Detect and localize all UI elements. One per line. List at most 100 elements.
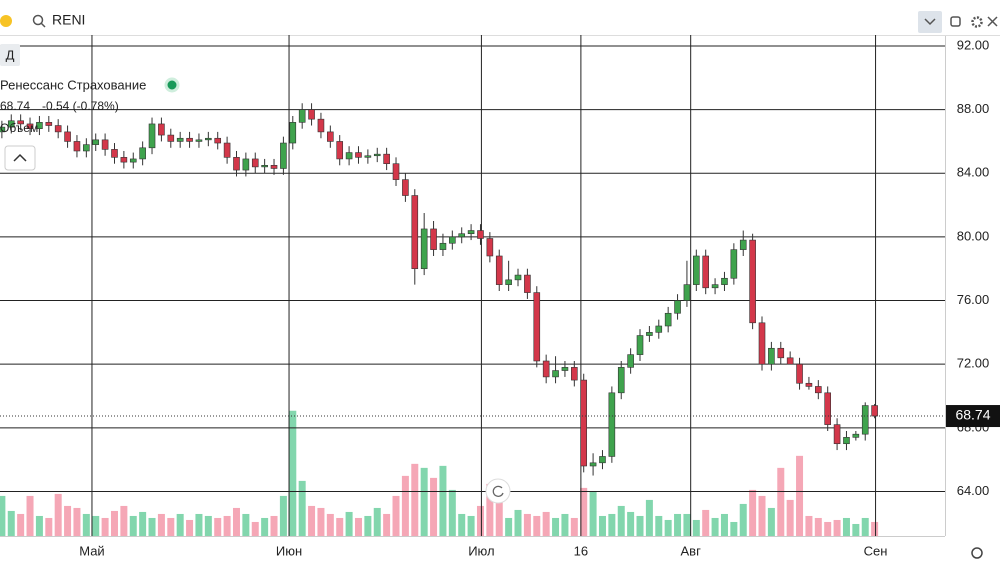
volume-bar [130, 516, 137, 536]
volume-bar [139, 512, 146, 536]
volume-bar [740, 504, 747, 536]
candle-body [111, 149, 117, 157]
candle-body [590, 463, 596, 466]
volume-bar [871, 522, 878, 536]
candle-body [280, 143, 286, 168]
candle-body [140, 148, 146, 159]
volume-bar [355, 518, 362, 536]
candle-body [177, 138, 183, 141]
reset-button[interactable] [486, 479, 510, 503]
volume-bar [158, 514, 165, 536]
volume-bar [224, 516, 231, 536]
candle-body [384, 154, 390, 164]
candle-body [55, 126, 61, 132]
candle-body [534, 293, 540, 361]
settings-bottom-icon[interactable] [972, 548, 982, 558]
volume-bar [102, 518, 109, 536]
volume-bar [393, 496, 400, 536]
volume-bar [458, 514, 465, 536]
interval-label[interactable]: Д [6, 47, 15, 62]
instrument-name: Ренессанс Страхование [0, 77, 146, 92]
candle-body [853, 434, 859, 437]
candle-body [778, 348, 784, 358]
candle-body [158, 124, 164, 135]
candle-body [524, 275, 530, 293]
volume-bar [862, 518, 869, 536]
volume-bar [336, 518, 343, 536]
volume-bar [477, 506, 484, 536]
candle-body [327, 132, 333, 142]
volume-bar [280, 496, 287, 536]
volume-bar [505, 518, 512, 536]
candle-body [684, 285, 690, 301]
candle-body [355, 153, 361, 158]
volume-bar [449, 490, 456, 536]
volume-bar [721, 514, 728, 536]
collapse-button[interactable] [5, 146, 35, 170]
candle-body [487, 238, 493, 256]
candle-body [215, 138, 221, 143]
candle-body [693, 256, 699, 285]
candle-body [74, 141, 80, 151]
legend-price: 68.74 [0, 99, 30, 113]
volume-bar [252, 522, 259, 536]
candle-body [834, 425, 840, 444]
candle-body [365, 156, 371, 158]
volume-bar [233, 508, 240, 536]
x-tick-label: Май [79, 543, 104, 558]
volume-bar [468, 516, 475, 536]
volume-bar [383, 514, 390, 536]
volume-bar [195, 514, 202, 536]
volume-bar [27, 496, 34, 536]
volume-bar [17, 514, 24, 536]
candle-body [262, 165, 268, 167]
volume-bar [843, 518, 850, 536]
candle-body [815, 386, 821, 392]
candle-body [393, 164, 399, 180]
candle-body [459, 234, 465, 237]
volume-bar [533, 516, 540, 536]
volume-bar [55, 494, 62, 536]
volume-bar [0, 496, 5, 536]
volume-bar [543, 512, 550, 536]
volume-bar [646, 500, 653, 536]
candle-body [496, 256, 502, 285]
candle-body [543, 361, 549, 377]
volume-bar [759, 496, 766, 536]
candle-body [581, 380, 587, 466]
y-tick-label: 84.00 [957, 165, 990, 180]
candle-body [571, 367, 577, 380]
ticker[interactable]: RENI [52, 12, 85, 28]
candle-body [83, 145, 89, 151]
status-dot [0, 15, 12, 27]
volume-bar [261, 518, 268, 536]
x-tick-label: Сен [864, 543, 888, 558]
volume-bar [308, 506, 315, 536]
top-bar [0, 0, 1000, 36]
volume-bar [411, 464, 418, 536]
volume-bar [515, 510, 522, 536]
volume-bar [167, 518, 174, 536]
candle-body [187, 138, 193, 141]
volume-bar [815, 518, 822, 536]
volume-bar [205, 516, 212, 536]
candle-body [224, 143, 230, 157]
candle-body [628, 355, 634, 368]
candle-body [872, 406, 878, 417]
candle-body [712, 285, 718, 288]
candle-body [731, 250, 737, 279]
volume-bar [852, 524, 859, 536]
volume-bar [768, 508, 775, 536]
candle-body [421, 229, 427, 269]
candle-body [703, 256, 709, 288]
candle-body [93, 140, 99, 145]
volume-bar [64, 506, 71, 536]
volume-bar [402, 476, 409, 536]
volume-bar [787, 500, 794, 536]
candle-body [299, 110, 305, 123]
volume-bar [214, 518, 221, 536]
dropdown-button[interactable] [918, 11, 942, 33]
candle-body [675, 301, 681, 314]
y-tick-label: 76.00 [957, 292, 990, 307]
